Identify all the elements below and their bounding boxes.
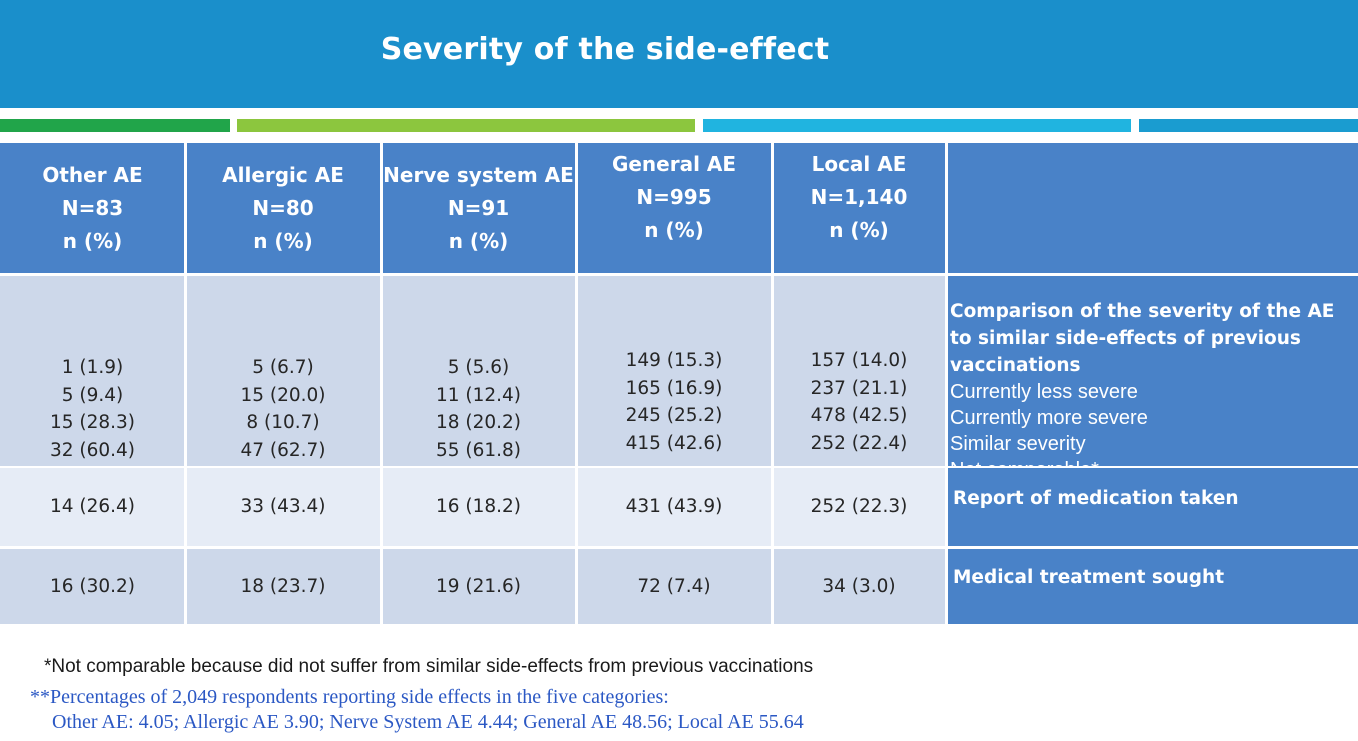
table-divider — [0, 273, 1358, 276]
medication-cell-local-ae: 252 (22.3) — [772, 466, 946, 546]
column-header-n: N=91 — [447, 195, 510, 220]
severity-cell-local-ae: 157 (14.0) 237 (21.1) 478 (42.5) 252 (22… — [772, 276, 946, 466]
severity-value: 245 (25.2) — [625, 405, 723, 426]
severity-value: 252 (22.4) — [810, 432, 908, 454]
column-header-local-ae: Local AE N=1,140 n (%) — [772, 143, 946, 273]
severity-value: 157 (14.0) — [810, 350, 908, 371]
medication-cell-allergic-ae: 33 (43.4) — [185, 466, 381, 546]
table-divider — [380, 143, 383, 624]
severity-value: 8 (10.7) — [246, 412, 320, 433]
severity-value: 5 (5.6) — [447, 357, 510, 378]
decorative-stripe-cyan — [703, 119, 1131, 132]
medication-cell-other-ae: 14 (26.4) — [0, 466, 185, 546]
medication-cell-nerve-system-ae: 16 (18.2) — [381, 466, 576, 546]
severity-value: 18 (20.2) — [435, 412, 522, 433]
column-header-unit: n (%) — [253, 228, 313, 253]
column-header-name: Allergic AE — [222, 162, 344, 187]
column-header-name: Other AE — [42, 162, 143, 187]
severity-value: 237 (21.1) — [810, 377, 908, 399]
title-banner: Severity of the side-effect — [0, 0, 1358, 108]
column-header-blank — [946, 143, 1358, 273]
column-header-name: General AE — [611, 152, 737, 176]
column-header-unit: n (%) — [62, 228, 123, 253]
decorative-stripe-blue — [1139, 119, 1358, 132]
table-divider — [184, 143, 187, 624]
footnote-percentages: **Percentages of 2,049 respondents repor… — [30, 686, 669, 708]
treatment-cell-allergic-ae: 18 (23.7) — [185, 549, 381, 624]
severity-row-heading: Comparison of the severity of the AE to … — [950, 301, 1335, 376]
severity-value: 149 (15.3) — [625, 350, 723, 371]
severity-value: 55 (61.8) — [435, 439, 522, 461]
severity-category-label: Similar severity — [950, 433, 1086, 455]
column-header-n: N=1,140 — [810, 185, 908, 209]
table-divider — [771, 143, 774, 624]
column-header-n: N=995 — [636, 185, 712, 209]
column-header-nerve-system-ae: Nerve system AE N=91 n (%) — [381, 143, 576, 273]
medication-row-label: Report of medication taken — [946, 466, 1358, 546]
severity-value: 32 (60.4) — [49, 439, 136, 461]
column-header-general-ae: General AE N=995 n (%) — [576, 143, 772, 273]
severity-cell-nerve-system-ae: 5 (5.6) 11 (12.4) 18 (20.2) 55 (61.8) — [381, 276, 576, 466]
treatment-row-label: Medical treatment sought — [946, 549, 1358, 624]
severity-row-label: Comparison of the severity of the AE to … — [946, 276, 1358, 481]
treatment-cell-local-ae: 34 (3.0) — [772, 549, 946, 624]
table-divider — [945, 143, 948, 624]
severity-category-label: Currently more severe — [950, 407, 1148, 429]
severity-value: 1 (1.9) — [61, 357, 124, 378]
column-header-n: N=83 — [61, 195, 124, 220]
severity-cell-allergic-ae: 5 (6.7) 15 (20.0) 8 (10.7) 47 (62.7) — [185, 276, 381, 466]
severity-value: 11 (12.4) — [435, 384, 522, 406]
table-divider — [0, 546, 1358, 549]
column-header-name: Local AE — [811, 152, 907, 176]
severity-category-label: Currently less severe — [950, 381, 1138, 403]
column-header-other-ae: Other AE N=83 n (%) — [0, 143, 185, 273]
column-header-n: N=80 — [252, 195, 314, 220]
severity-value: 5 (6.7) — [252, 357, 314, 378]
severity-cell-general-ae: 149 (15.3) 165 (16.9) 245 (25.2) 415 (42… — [576, 276, 772, 466]
severity-value: 5 (9.4) — [61, 384, 124, 406]
treatment-cell-other-ae: 16 (30.2) — [0, 549, 185, 624]
column-header-unit: n (%) — [644, 218, 704, 242]
table-divider — [575, 143, 578, 624]
footnote-not-comparable: *Not comparable because did not suffer f… — [44, 656, 814, 677]
severity-value: 15 (20.0) — [240, 384, 326, 406]
severity-value: 47 (62.7) — [240, 439, 326, 461]
column-header-allergic-ae: Allergic AE N=80 n (%) — [185, 143, 381, 273]
page-title: Severity of the side-effect — [380, 32, 830, 67]
table-divider — [0, 466, 1358, 468]
severity-cell-other-ae: 1 (1.9) 5 (9.4) 15 (28.3) 32 (60.4) — [0, 276, 185, 466]
treatment-cell-nerve-system-ae: 19 (21.6) — [381, 549, 576, 624]
column-header-name: Nerve system AE — [383, 162, 574, 187]
column-header-unit: n (%) — [829, 218, 889, 242]
severity-value: 15 (28.3) — [49, 412, 136, 433]
decorative-stripe-lime — [237, 119, 695, 132]
column-header-unit: n (%) — [448, 228, 509, 253]
medication-cell-general-ae: 431 (43.9) — [576, 466, 772, 546]
severity-value: 165 (16.9) — [625, 377, 723, 399]
severity-value: 478 (42.5) — [810, 405, 908, 426]
footnote-percentages-detail: Other AE: 4.05; Allergic AE 3.90; Nerve … — [52, 711, 804, 733]
severity-value: 415 (42.6) — [625, 432, 723, 454]
decorative-stripe-green — [0, 119, 230, 132]
treatment-cell-general-ae: 72 (7.4) — [576, 549, 772, 624]
